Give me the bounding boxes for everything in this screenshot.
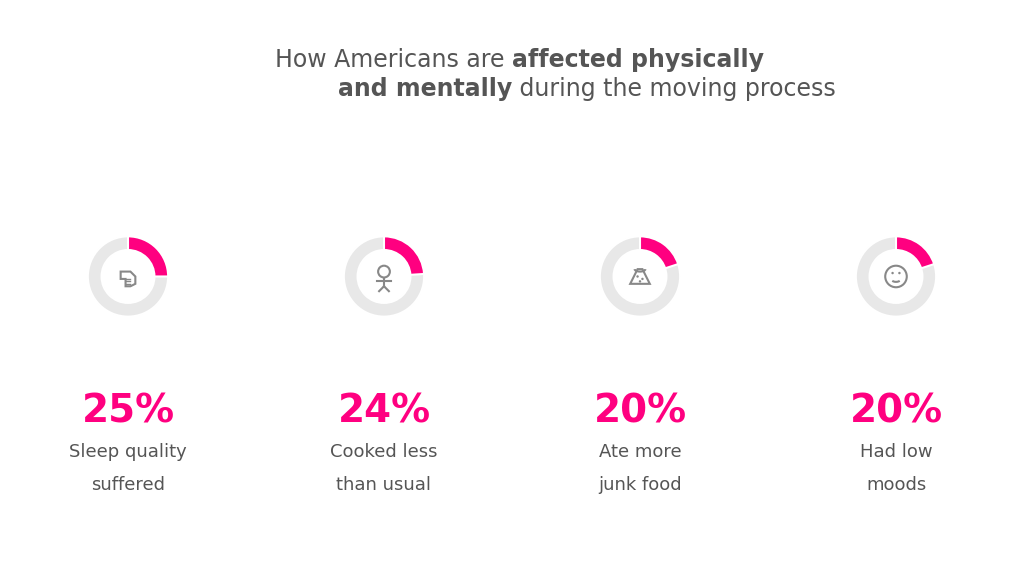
- Text: and mentally: and mentally: [338, 77, 512, 101]
- Text: 20%: 20%: [850, 393, 942, 431]
- Text: Ate more: Ate more: [599, 443, 681, 461]
- Circle shape: [639, 280, 641, 283]
- Text: affected physically: affected physically: [512, 48, 764, 73]
- Wedge shape: [344, 236, 424, 317]
- Circle shape: [636, 275, 639, 278]
- Text: 25%: 25%: [82, 393, 174, 431]
- Text: 20%: 20%: [594, 393, 686, 431]
- Text: junk food: junk food: [598, 476, 682, 494]
- Text: suffered: suffered: [91, 476, 165, 494]
- Wedge shape: [856, 236, 936, 317]
- Text: Had low: Had low: [860, 443, 932, 461]
- Text: Cooked less: Cooked less: [331, 443, 437, 461]
- Wedge shape: [128, 236, 168, 276]
- Wedge shape: [896, 236, 934, 268]
- Circle shape: [898, 272, 901, 274]
- Text: Sleep quality: Sleep quality: [70, 443, 186, 461]
- Circle shape: [641, 278, 644, 280]
- Wedge shape: [88, 236, 168, 317]
- Text: 24%: 24%: [338, 393, 430, 431]
- Wedge shape: [384, 236, 424, 275]
- Text: moods: moods: [866, 476, 926, 494]
- Text: than usual: than usual: [337, 476, 431, 494]
- Text: How Americans are: How Americans are: [275, 48, 512, 73]
- Circle shape: [891, 272, 894, 274]
- Wedge shape: [600, 236, 680, 317]
- Text: during the moving process: during the moving process: [512, 77, 836, 101]
- Wedge shape: [640, 236, 678, 268]
